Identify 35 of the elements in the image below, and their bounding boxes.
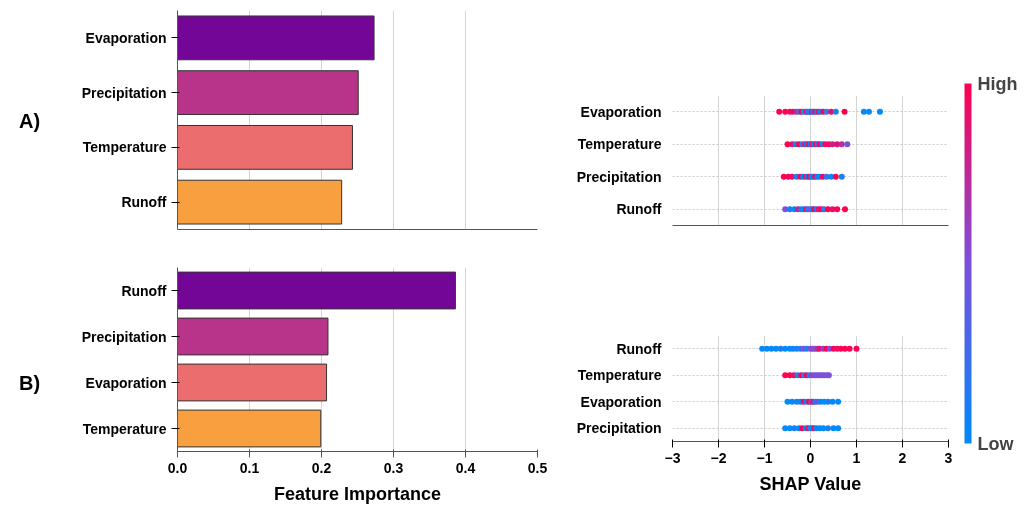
y-tick-label: Evaporation xyxy=(580,393,662,410)
y-tick-label: Runoff xyxy=(121,194,167,211)
text: B) xyxy=(19,371,41,396)
y-tick-label: Precipitation xyxy=(81,328,167,345)
x-tick-label: 0.4 xyxy=(455,459,476,476)
x-tick-label: −3 xyxy=(664,449,681,466)
y-tick-label: Runoff xyxy=(121,282,167,299)
x-tick-label: −2 xyxy=(710,449,727,466)
y-tick-label: Temperature xyxy=(577,367,662,384)
color-bar-label: Low xyxy=(977,433,1015,454)
color-bar-label: High xyxy=(977,73,1018,94)
x-tick-label: 0.3 xyxy=(383,459,404,476)
x-axis-title: Feature Importance xyxy=(273,483,442,504)
y-tick-label: Temperature xyxy=(577,136,662,153)
y-tick-label: Evaporation xyxy=(85,374,167,391)
y-tick-label: Temperature xyxy=(82,139,167,156)
y-tick-label: Runoff xyxy=(616,201,662,218)
x-tick-label: 0.1 xyxy=(239,459,260,476)
x-tick-label: 1 xyxy=(852,449,861,466)
x-tick-label: 0 xyxy=(806,449,815,466)
y-tick-label: Evaporation xyxy=(85,29,167,46)
y-tick-label: Precipitation xyxy=(576,420,662,437)
y-tick-label: Temperature xyxy=(82,420,167,437)
y-tick-label: Evaporation xyxy=(580,103,662,120)
y-tick-label: Precipitation xyxy=(81,84,167,101)
x-tick-label: 3 xyxy=(944,449,953,466)
x-axis-title: SHAP Value xyxy=(759,473,862,494)
x-tick-label: 0.5 xyxy=(527,459,548,476)
x-tick-label: −1 xyxy=(756,449,773,466)
x-tick-label: 2 xyxy=(898,449,907,466)
y-tick-label: Runoff xyxy=(616,340,662,357)
x-tick-label: 0.0 xyxy=(167,459,188,476)
x-tick-label: 0.2 xyxy=(311,459,332,476)
text: A) xyxy=(19,109,41,134)
y-tick-label: Precipitation xyxy=(576,168,662,185)
